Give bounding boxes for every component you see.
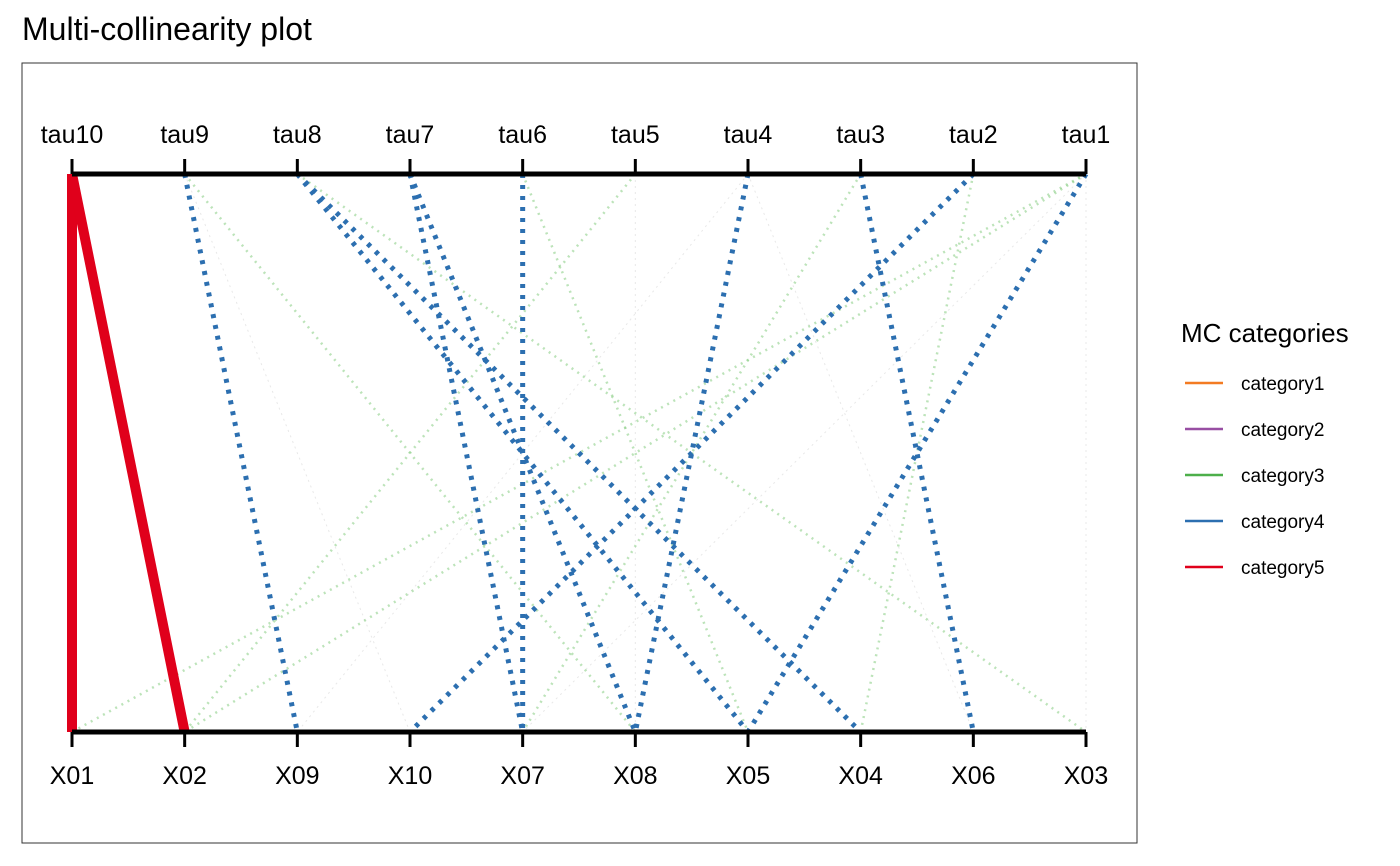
bottom-tick-label-X03: X03 xyxy=(1064,762,1108,790)
axes-layer: tau10 tau9 tau8 tau7 tau6 tau5 tau4 tau3 tau2 tau… xyxy=(41,121,1111,790)
link-tau1-X02 xyxy=(184,172,1087,734)
bottom-tick-label-X05: X05 xyxy=(726,762,770,790)
link-tau8-X04 xyxy=(295,172,863,734)
legend-label-category4: category4 xyxy=(1241,512,1325,533)
bottom-tick-label-X02: X02 xyxy=(162,762,206,790)
link-tau3-X06 xyxy=(858,173,976,733)
bottom-tick-label-X01: X01 xyxy=(50,762,94,790)
top-tick-label-tau2: tau2 xyxy=(949,121,998,149)
top-tick-label-tau6: tau6 xyxy=(498,121,547,149)
links-layer xyxy=(67,172,1089,734)
link-tau8-X05 xyxy=(295,172,750,734)
top-tick-label-tau4: tau4 xyxy=(724,121,773,149)
legend-label-category5: category5 xyxy=(1241,558,1324,579)
link-tau1-X07 xyxy=(522,173,1087,733)
bottom-tick-label-X08: X08 xyxy=(613,762,657,790)
link-tau2-X10 xyxy=(408,172,976,734)
top-tick-label-tau9: tau9 xyxy=(160,121,209,149)
top-tick-label-tau8: tau8 xyxy=(273,121,322,149)
link-tau7-X07 xyxy=(407,173,526,733)
top-tick-label-tau3: tau3 xyxy=(836,121,885,149)
top-tick-label-tau5: tau5 xyxy=(611,121,660,149)
chart-title: Multi-collinearity plot xyxy=(22,11,312,47)
top-tick-label-tau10: tau10 xyxy=(41,121,104,149)
bottom-tick-label-X07: X07 xyxy=(500,762,544,790)
legend-label-category1: category1 xyxy=(1241,374,1324,395)
link-tau5-X02 xyxy=(183,173,637,733)
bottom-tick-label-X09: X09 xyxy=(275,762,319,790)
top-tick-label-tau1: tau1 xyxy=(1062,121,1111,149)
link-tau1-X05 xyxy=(745,172,1089,734)
bottom-tick-label-X04: X04 xyxy=(838,762,883,790)
plot-panel-border xyxy=(21,62,1138,844)
link-tau2-X04 xyxy=(859,173,975,733)
legend-label-category2: category2 xyxy=(1241,420,1324,441)
link-tau4-X06 xyxy=(747,173,974,733)
top-tick-label-tau7: tau7 xyxy=(386,121,435,149)
link-tau9-X09 xyxy=(182,173,300,733)
link-tau9-X10 xyxy=(184,173,411,733)
legend: MC categories category1 category2 category3… xyxy=(1181,318,1349,579)
legend-title: MC categories xyxy=(1181,318,1349,348)
bottom-tick-label-X10: X10 xyxy=(388,762,432,790)
bottom-tick-label-X06: X06 xyxy=(951,762,995,790)
link-tau10-X02 xyxy=(67,173,190,733)
legend-label-category3: category3 xyxy=(1241,466,1324,487)
link-tau4-X08 xyxy=(632,173,751,733)
